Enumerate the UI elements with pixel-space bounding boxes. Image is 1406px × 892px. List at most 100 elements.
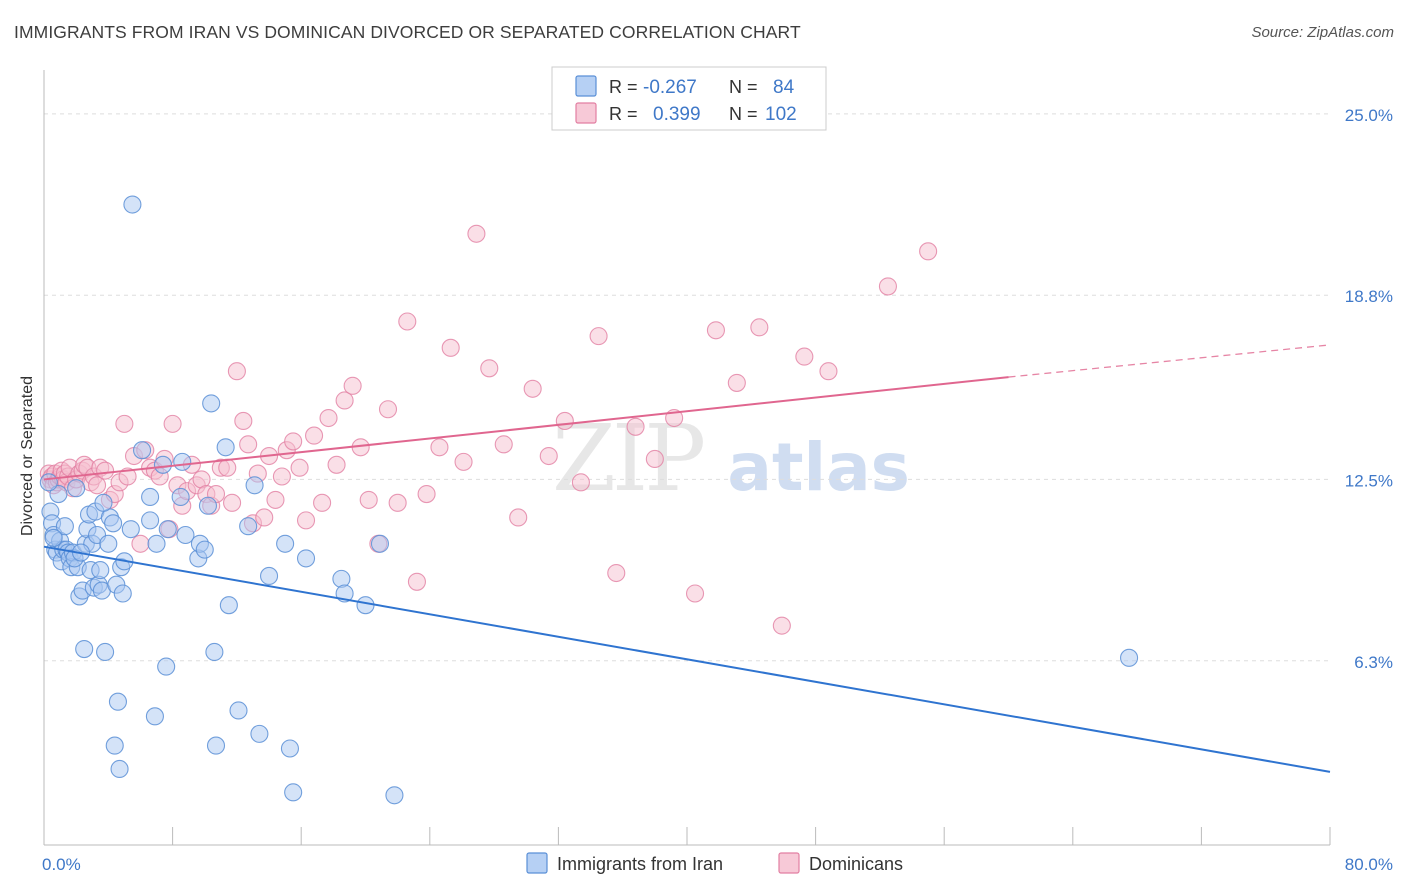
iran-point <box>157 657 176 676</box>
dominicans-point <box>266 490 285 509</box>
iran-point <box>296 549 316 568</box>
iran-point <box>205 642 224 662</box>
source-credit: Source: ZipAtlas.com <box>1251 24 1394 41</box>
stats-legend-n-label: N = <box>729 77 758 97</box>
dominicans-point <box>417 485 436 504</box>
y-tick-label: 6.3% <box>1354 653 1393 672</box>
y-tick-labels: 6.3% 12.5% 18.8% 25.0% <box>1345 106 1393 672</box>
dominicans-point <box>131 534 150 553</box>
dominicans-point <box>305 426 324 445</box>
dominicans-point <box>523 379 542 398</box>
iran-point <box>141 487 160 507</box>
dominicans-point <box>296 511 316 530</box>
iran-point <box>121 520 140 539</box>
dominicans-point <box>509 508 528 527</box>
dominicans-point <box>227 362 246 381</box>
dominicans-point <box>284 432 303 451</box>
iran-points <box>39 195 1139 805</box>
dominicans-point <box>335 391 354 410</box>
iran-point <box>145 707 164 726</box>
dominicans-point <box>494 435 513 454</box>
iran-point <box>147 534 166 553</box>
grid-lines <box>44 113 1330 662</box>
iran-point <box>91 561 110 580</box>
dominicans-point <box>255 508 274 527</box>
dominicans-point <box>343 376 362 395</box>
dominicans-point <box>96 461 115 480</box>
iran-point <box>171 487 190 507</box>
stats-legend-r-label: R = <box>609 77 638 97</box>
stats-legend: R = -0.267 N = 84 R = 0.399 N = 102 <box>551 66 827 131</box>
dominicans-point <box>750 318 769 337</box>
iran-point <box>99 534 118 553</box>
stats-legend-r-label: R = <box>609 104 638 124</box>
dominicans-point <box>467 224 486 243</box>
iran-point <box>370 534 390 553</box>
dominicans-point <box>319 408 338 428</box>
dominicans-point <box>607 563 626 583</box>
iran-point <box>173 452 192 471</box>
dominicans-point <box>234 411 253 430</box>
x-tick-label: 0.0% <box>42 855 81 874</box>
dominicans-trend-extension <box>1008 344 1331 378</box>
iran-trend-line <box>43 545 1331 773</box>
iran-point <box>195 540 214 559</box>
dominicans-point <box>388 493 407 512</box>
iran-point <box>113 584 132 603</box>
dominicans-point <box>378 400 398 419</box>
iran-point <box>108 692 127 711</box>
iran-point <box>67 479 86 498</box>
dominicans-point <box>480 359 499 378</box>
iran-point <box>202 394 221 413</box>
dominicans-point <box>218 458 237 477</box>
iran-point <box>158 520 177 539</box>
iran-point <box>49 485 68 504</box>
stats-legend-r-value: 0.399 <box>653 104 701 125</box>
iran-point <box>141 511 160 530</box>
iran-point <box>250 724 269 743</box>
iran-point <box>245 476 264 495</box>
dominicans-point <box>430 438 449 457</box>
dominicans-point <box>706 321 725 340</box>
iran-point <box>259 566 279 585</box>
iran-point <box>110 759 129 779</box>
iran-point <box>206 736 226 755</box>
axes <box>43 70 1331 846</box>
dominicans-point <box>795 347 814 366</box>
dominicans-point <box>398 312 417 331</box>
dominicans-point <box>589 327 608 346</box>
dominicans-point <box>313 493 332 512</box>
iran-point <box>75 640 94 659</box>
iran-point <box>55 517 74 536</box>
legend-swatch-iran <box>526 852 548 874</box>
dominicans-point <box>571 473 590 492</box>
dominicans-point <box>163 414 182 433</box>
dominicans-point <box>118 467 137 486</box>
iran-point <box>105 736 124 755</box>
dominicans-point <box>819 362 838 381</box>
stats-legend-swatch-dominicans <box>575 102 597 124</box>
dominicans-point <box>772 616 791 635</box>
dominicans-point <box>645 449 664 469</box>
dominicans-point <box>626 417 645 436</box>
legend-label-dominicans: Dominicans <box>809 854 903 874</box>
dominicans-point <box>115 414 134 433</box>
dominicans-point <box>685 584 705 603</box>
dominicans-point <box>290 458 309 477</box>
dominicans-point <box>272 467 291 486</box>
iran-point <box>39 473 58 492</box>
dominicans-point <box>407 572 426 591</box>
stats-legend-n-value: 84 <box>773 77 795 98</box>
y-tick-label: 25.0% <box>1345 106 1393 125</box>
iran-point <box>133 441 152 460</box>
y-tick-label: 18.8% <box>1345 287 1393 306</box>
iran-point <box>229 701 248 720</box>
iran-point <box>104 514 123 533</box>
dominicans-points <box>39 224 938 635</box>
iran-point <box>332 569 351 588</box>
stats-legend-box <box>551 66 827 131</box>
iran-point <box>96 642 115 662</box>
stats-legend-swatch-iran <box>575 75 597 97</box>
x-tick-label: 80.0% <box>1345 855 1393 874</box>
